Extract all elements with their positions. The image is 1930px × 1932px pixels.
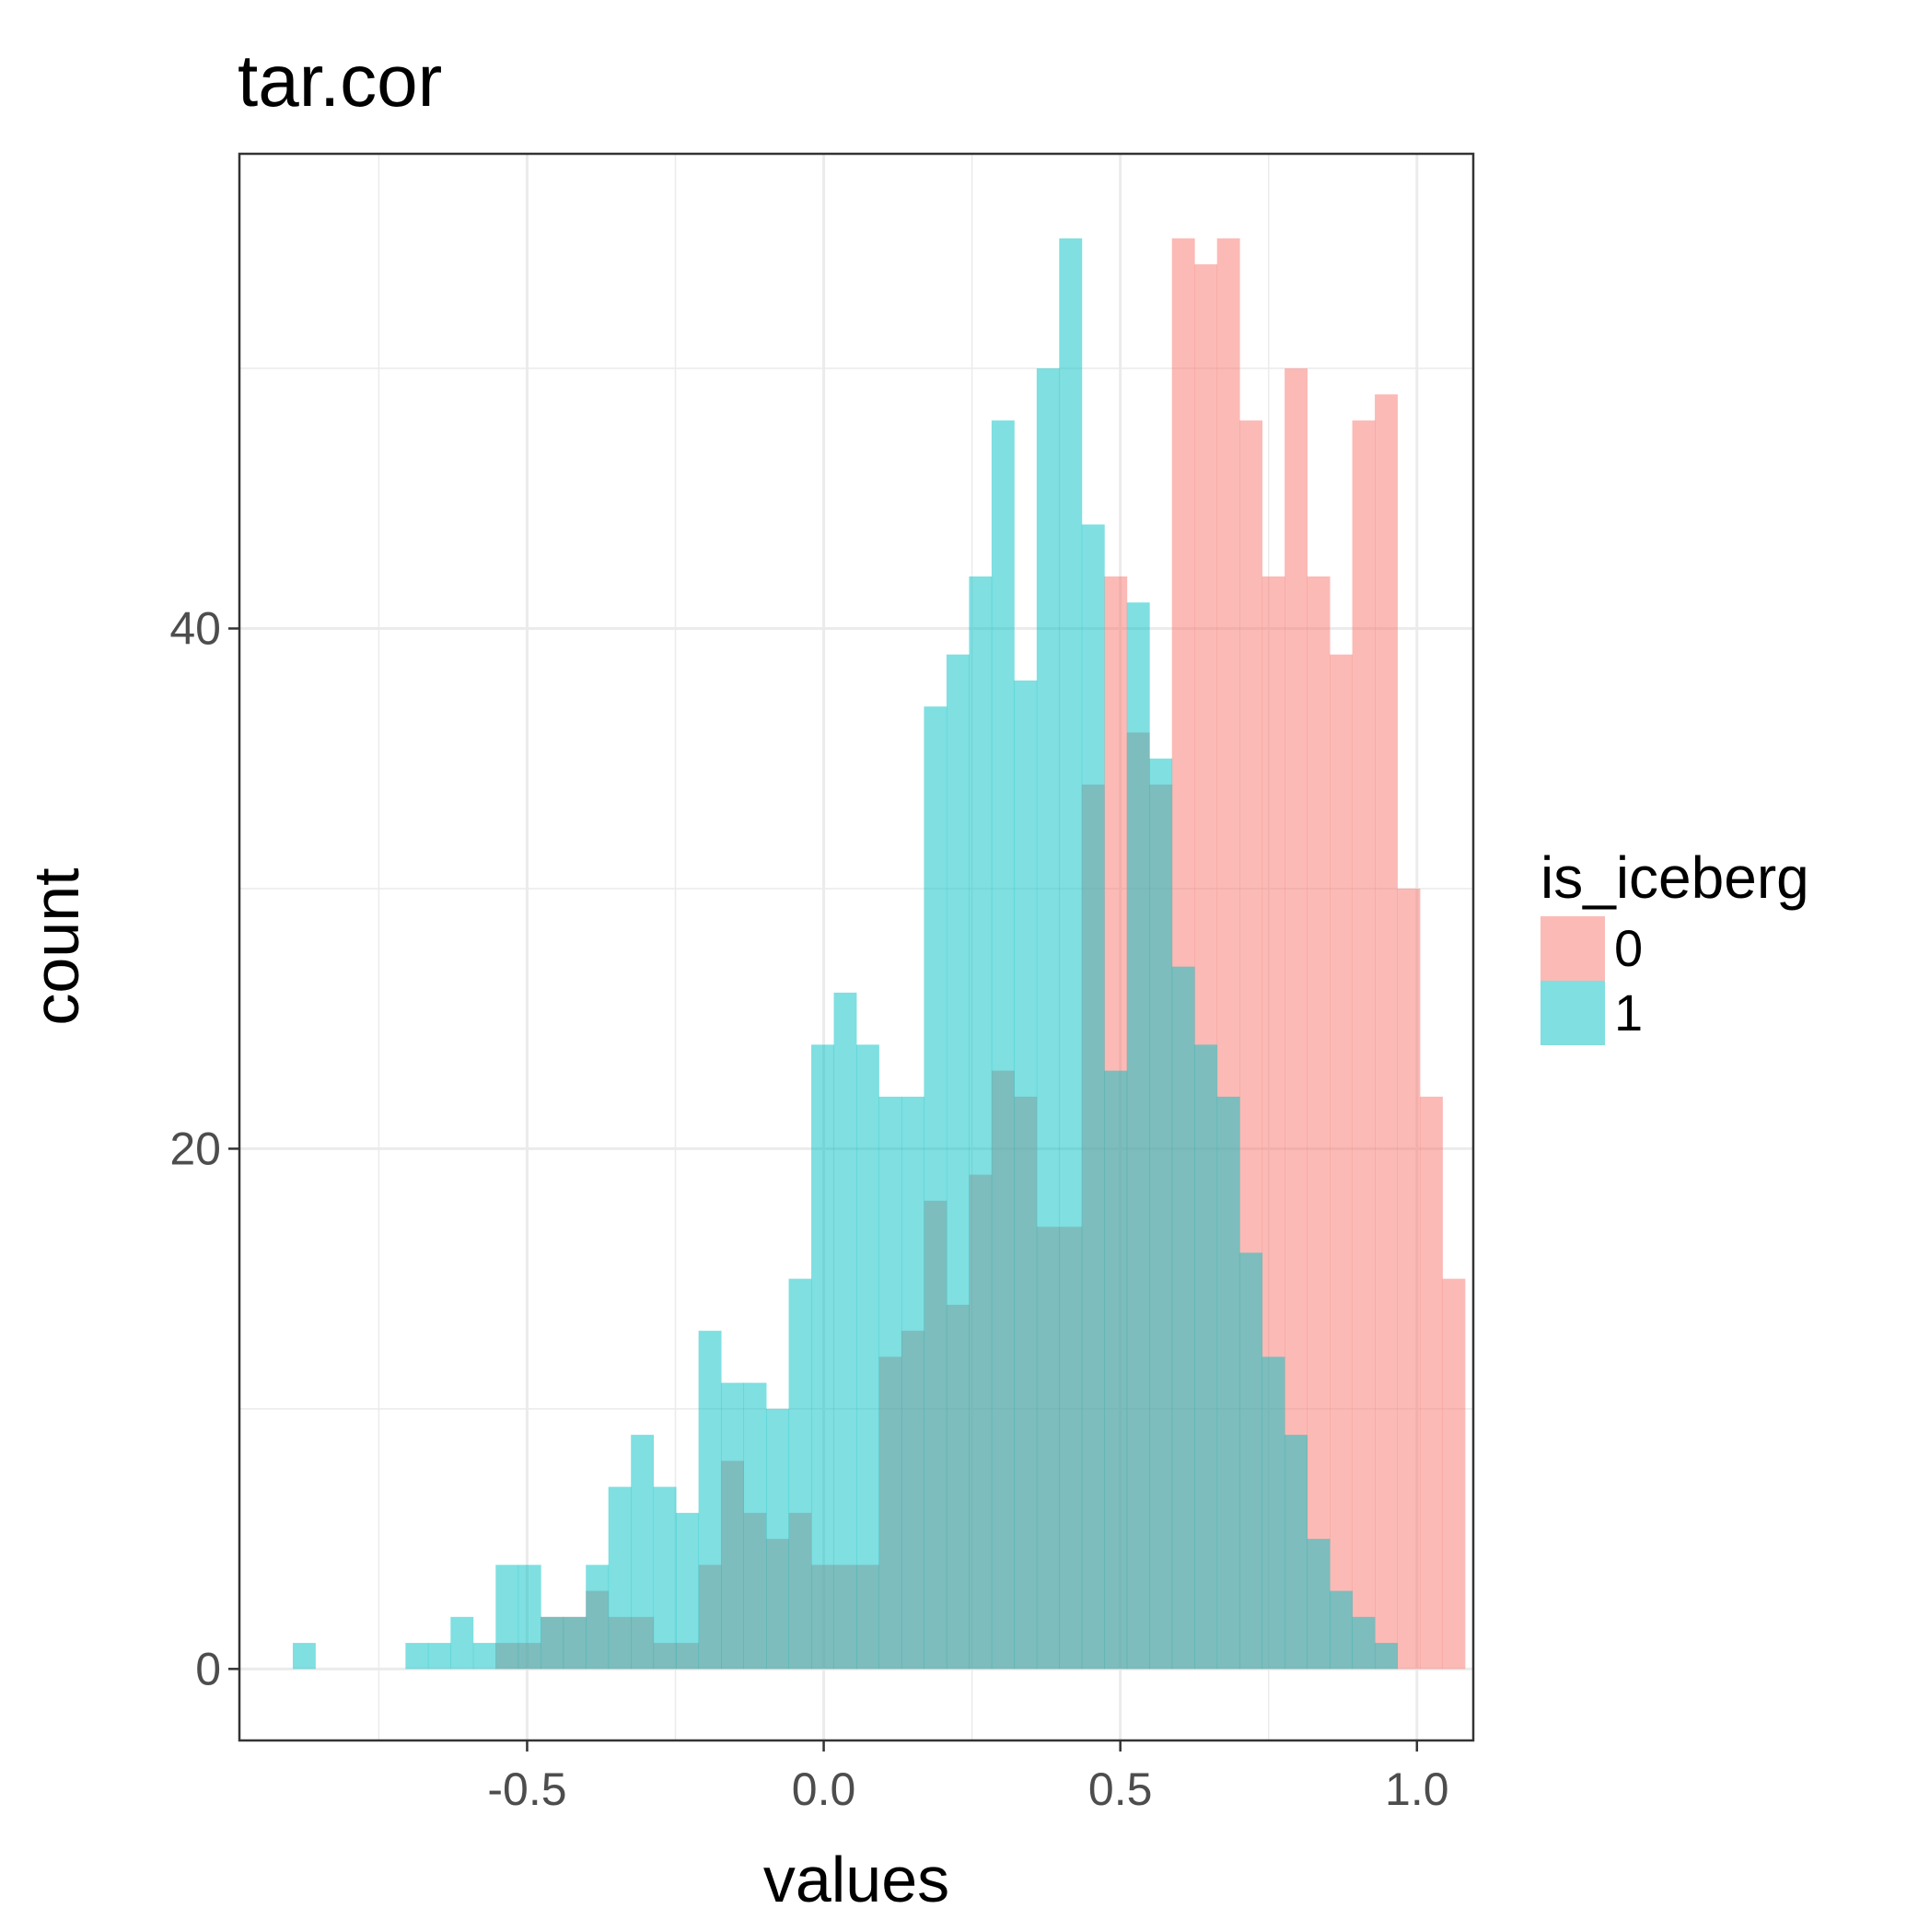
histogram-bar (743, 1382, 767, 1670)
histogram-bar (1216, 1096, 1240, 1670)
histogram-bar (901, 1096, 924, 1670)
histogram-bar (833, 992, 857, 1670)
histogram-bar (1059, 238, 1083, 1670)
chart-title: tar.cor (238, 40, 442, 122)
series-1-bars (292, 238, 1398, 1670)
legend-key-0 (1541, 916, 1605, 981)
histogram-bar (924, 706, 948, 1670)
histogram-bar (1239, 1252, 1263, 1670)
histogram-bar (1375, 394, 1398, 1670)
legend-label-0: 0 (1614, 919, 1643, 977)
legend-label-1: 1 (1614, 983, 1643, 1042)
histogram-bar (1126, 602, 1150, 1670)
histogram-bar (946, 654, 970, 1670)
histogram-bar (1307, 1539, 1331, 1670)
histogram-bar (856, 1044, 879, 1670)
histogram-bar (698, 1331, 722, 1670)
x-tick-label: -0.5 (487, 1763, 566, 1815)
legend: is_iceberg 01 (1541, 844, 1809, 1045)
y-tick-label: 0 (195, 1643, 221, 1694)
histogram-bar (1442, 1278, 1466, 1670)
histogram-bar (991, 420, 1015, 1670)
histogram-bar (1397, 888, 1421, 1670)
plot-panel (238, 152, 1475, 1742)
histogram-bar (1352, 420, 1376, 1670)
x-tick-label: 0.0 (792, 1763, 856, 1815)
x-axis-ticks: -0.5 0.0 0.5 1.0 (487, 1740, 1449, 1815)
histogram-bar (495, 1565, 519, 1670)
histogram-bar (292, 1643, 316, 1670)
histogram-bar (405, 1643, 429, 1670)
panel-border (238, 152, 1475, 1742)
histogram-bar (878, 1096, 902, 1670)
histogram-bar (1375, 1643, 1398, 1670)
y-axis-label: count (20, 867, 92, 1025)
histogram-bar (586, 1565, 610, 1670)
histogram-bar (1171, 966, 1195, 1670)
histogram-bar (766, 1408, 789, 1670)
histogram-bar (450, 1616, 474, 1670)
histogram-bar (1352, 1616, 1376, 1670)
histogram-bar (472, 1643, 496, 1670)
histogram-bar (676, 1512, 700, 1670)
histogram-bar (1194, 1044, 1218, 1670)
legend-title: is_iceberg (1541, 844, 1809, 911)
histogram-bar (721, 1382, 744, 1670)
histogram-bars (292, 238, 1466, 1670)
histogram-bar (563, 1616, 587, 1670)
x-axis-label: values (763, 1844, 949, 1915)
histogram-bar (1330, 654, 1353, 1670)
histogram-bar (1149, 758, 1173, 1670)
histogram-bar (1036, 368, 1060, 1670)
legend-items: 01 (1541, 916, 1643, 1045)
histogram-bar (608, 1486, 632, 1670)
histogram-bar (517, 1565, 541, 1670)
histogram-bar (427, 1643, 451, 1670)
y-tick-label: 40 (169, 602, 221, 654)
y-axis-ticks: 0 20 40 (169, 602, 239, 1694)
x-tick-label: 0.5 (1088, 1763, 1153, 1815)
histogram-bar (541, 1616, 564, 1670)
histogram-bar (811, 1044, 834, 1670)
histogram-bar (1330, 1590, 1353, 1670)
x-tick-label: 1.0 (1385, 1763, 1449, 1815)
histogram-bar (1104, 1070, 1128, 1670)
histogram-bar (1081, 524, 1105, 1670)
histogram-bar (1307, 576, 1331, 1670)
histogram-bar (1014, 680, 1038, 1670)
histogram-bar (969, 576, 993, 1670)
histogram-bar (631, 1435, 655, 1670)
histogram-bar (653, 1486, 677, 1670)
histogram-bar (1285, 1435, 1308, 1670)
legend-key-1 (1541, 981, 1605, 1045)
histogram-bar (1261, 1356, 1285, 1670)
histogram-bar (1420, 1096, 1443, 1670)
y-tick-label: 20 (169, 1123, 221, 1174)
histogram-bar (788, 1278, 812, 1670)
